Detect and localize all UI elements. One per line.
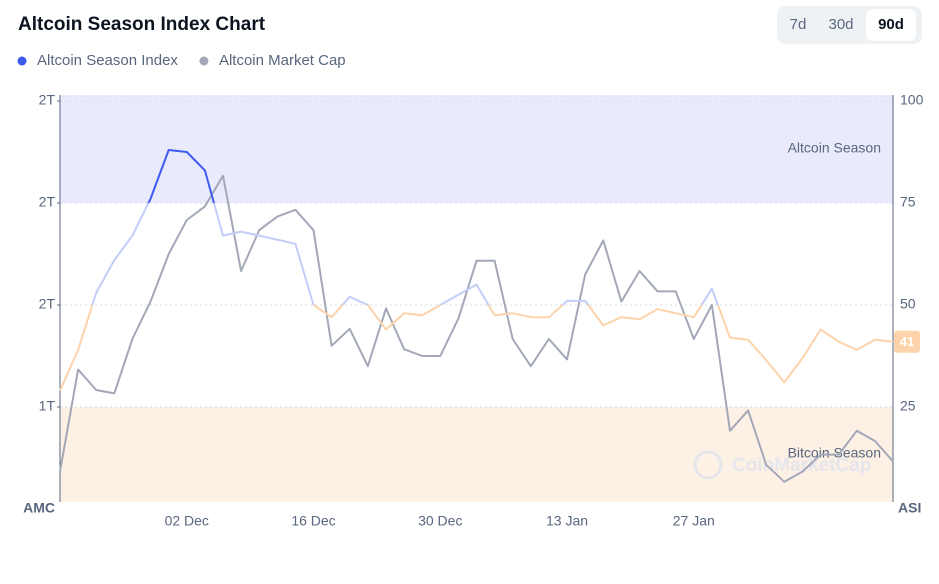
legend-marker [199, 56, 209, 66]
x-tick-label: 02 Dec [165, 513, 209, 529]
series-line [59, 174, 894, 483]
zone-label: Bitcoin Season [788, 445, 881, 461]
series-line [59, 149, 894, 392]
y2-tick-label: 2T [39, 194, 56, 210]
y2-tick-label: 1T [39, 398, 56, 414]
zone-label: Altcoin Season [788, 140, 881, 156]
y2-axis-title: AMC [23, 500, 55, 516]
y-tick-label: 50 [900, 296, 916, 312]
value-badge [894, 330, 920, 353]
x-tick-label: 30 Dec [418, 513, 462, 529]
y2-tick-label: 2T [39, 296, 56, 312]
range-button[interactable]: 90d [878, 16, 904, 33]
range-button[interactable]: 7d [790, 16, 807, 33]
zone-band [60, 407, 893, 502]
legend-label: Altcoin Market Cap [219, 52, 346, 69]
y-axis-title: ASI [898, 500, 921, 516]
value-badge-label: 41 [900, 334, 914, 349]
y-tick-label: 75 [900, 194, 916, 210]
range-button-active[interactable] [866, 9, 916, 41]
watermark: CoinMarketCap [732, 455, 871, 476]
x-tick-label: 16 Dec [291, 513, 335, 529]
x-tick-label: 13 Jan [546, 513, 588, 529]
chart-title: Altcoin Season Index Chart [18, 14, 266, 35]
x-tick-label: 27 Jan [673, 513, 715, 529]
y-tick-label: 100 [900, 92, 924, 108]
legend-label: Altcoin Season Index [37, 52, 178, 69]
legend-marker [17, 56, 27, 66]
y-tick-label: 25 [900, 398, 916, 414]
range-button[interactable]: 30d [828, 16, 853, 33]
watermark-logo [693, 450, 723, 480]
zone-band [60, 95, 893, 203]
y2-tick-label: 2T [39, 92, 56, 108]
